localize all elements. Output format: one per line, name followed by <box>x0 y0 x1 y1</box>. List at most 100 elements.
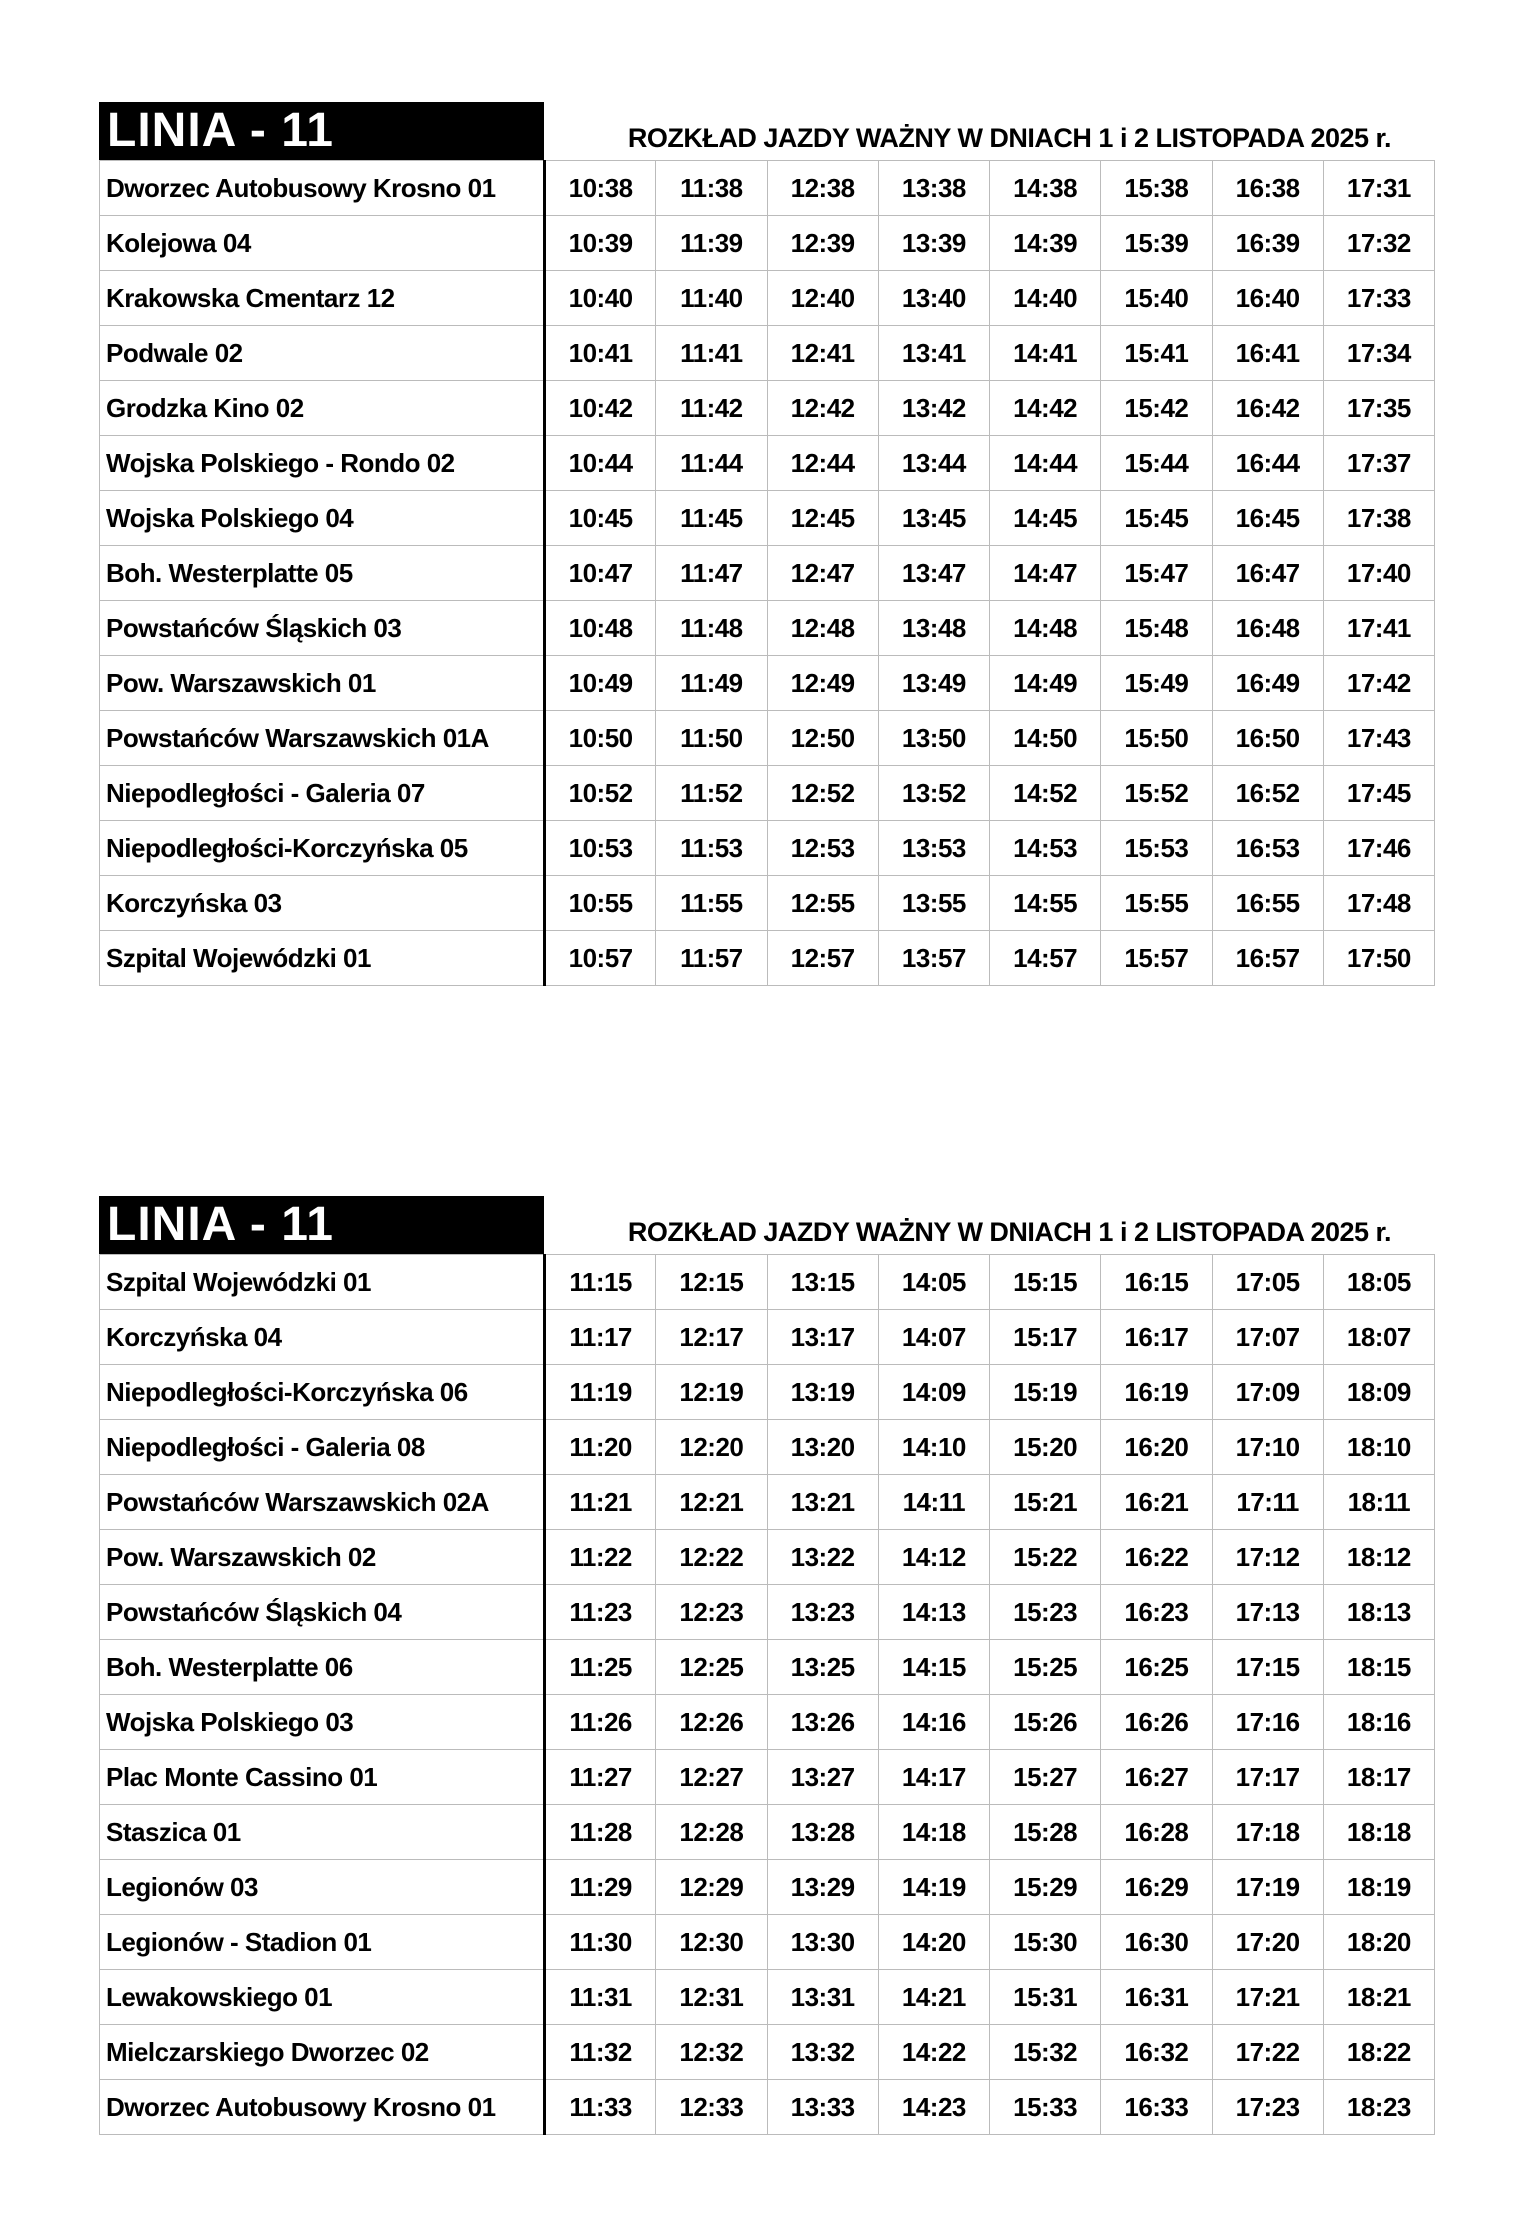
schedule-title: ROZKŁAD JAZDY WAŻNY W DNIACH 1 i 2 LISTO… <box>627 1217 1392 1247</box>
departure-time: 17:20 <box>1211 1914 1324 1970</box>
departure-time: 14:12 <box>877 1529 991 1585</box>
departure-time: 16:29 <box>1100 1859 1213 1915</box>
departure-time: 16:40 <box>1211 270 1324 326</box>
departure-time: 12:22 <box>655 1529 768 1585</box>
departure-time: 16:44 <box>1211 435 1324 491</box>
schedule-row: Dworzec Autobusowy Krosno 01 11:33 12:33 13… <box>99 2079 1436 2135</box>
departure-time: 11:19 <box>543 1364 657 1420</box>
departure-time: 12:27 <box>655 1749 768 1805</box>
schedule-row: Szpital Wojewódzki 01 10:57 11:57 12:57 13:5… <box>99 930 1436 986</box>
departure-time: 17:35 <box>1322 380 1436 436</box>
departure-time: 15:32 <box>988 2024 1102 2080</box>
departure-time: 17:11 <box>1211 1474 1324 1530</box>
departure-time: 11:57 <box>655 930 768 986</box>
departure-time: 11:38 <box>655 160 768 216</box>
departure-time: 16:27 <box>1100 1749 1213 1805</box>
departure-time: 11:47 <box>655 545 768 601</box>
departure-time: 15:31 <box>988 1969 1102 2025</box>
departure-time: 18:21 <box>1322 1969 1436 2025</box>
line-label: LINIA - 11 <box>99 102 544 160</box>
departure-time: 14:20 <box>877 1914 991 1970</box>
schedule-row: Powstańców Warszawskich 02A 11:21 12:21 13:… <box>99 1474 1436 1530</box>
schedule-row: Podwale 02 10:41 11:41 12:41 13:41 14:41 15:41… <box>99 325 1436 381</box>
departure-time: 14:47 <box>988 545 1102 601</box>
stop-name: Grodzka Kino 02 <box>99 380 546 436</box>
departure-time: 13:55 <box>877 875 991 931</box>
departure-time: 17:41 <box>1322 600 1436 656</box>
departure-time: 16:20 <box>1100 1419 1213 1475</box>
schedule-title: ROZKŁAD JAZDY WAŻNY W DNIACH 1 i 2 LISTO… <box>627 123 1392 153</box>
departure-time: 13:39 <box>877 215 991 271</box>
departure-time: 12:53 <box>766 820 879 876</box>
departure-time: 16:15 <box>1100 1254 1213 1310</box>
departure-time: 12:25 <box>655 1639 768 1695</box>
schedule-row: Dworzec Autobusowy Krosno 01 10:38 11:38 12… <box>99 160 1436 216</box>
departure-time: 13:41 <box>877 325 991 381</box>
departure-time: 13:30 <box>766 1914 879 1970</box>
departure-time: 18:16 <box>1322 1694 1436 1750</box>
departure-time: 15:50 <box>1100 710 1213 766</box>
departure-time: 17:40 <box>1322 545 1436 601</box>
departure-time: 18:13 <box>1322 1584 1436 1640</box>
departure-time: 17:10 <box>1211 1419 1324 1475</box>
departure-time: 11:17 <box>543 1309 657 1365</box>
departure-time: 11:49 <box>655 655 768 711</box>
stop-name: Legionów 03 <box>99 1859 546 1915</box>
departure-time: 10:48 <box>543 600 657 656</box>
stop-name: Wojska Polskiego 03 <box>99 1694 546 1750</box>
departure-time: 14:23 <box>877 2079 991 2135</box>
departure-time: 16:23 <box>1100 1584 1213 1640</box>
schedule-row: Staszica 01 11:28 12:28 13:28 14:18 15:28 16:2… <box>99 1804 1436 1860</box>
stop-name: Szpital Wojewódzki 01 <box>99 930 546 986</box>
departure-time: 14:39 <box>988 215 1102 271</box>
departure-time: 13:31 <box>766 1969 879 2025</box>
departure-time: 10:55 <box>543 875 657 931</box>
departure-time: 13:49 <box>877 655 991 711</box>
departure-time: 17:05 <box>1211 1254 1324 1310</box>
departure-time: 15:53 <box>1100 820 1213 876</box>
departure-time: 17:22 <box>1211 2024 1324 2080</box>
schedule-row: Kolejowa 04 10:39 11:39 12:39 13:39 14:39 15:3… <box>99 215 1436 271</box>
departure-time: 15:20 <box>988 1419 1102 1475</box>
departure-time: 17:38 <box>1322 490 1436 546</box>
departure-time: 11:52 <box>655 765 768 821</box>
departure-time: 12:39 <box>766 215 879 271</box>
departure-time: 17:50 <box>1322 930 1436 986</box>
departure-time: 11:45 <box>655 490 768 546</box>
departure-time: 12:21 <box>655 1474 768 1530</box>
departure-time: 13:33 <box>766 2079 879 2135</box>
departure-time: 17:46 <box>1322 820 1436 876</box>
departure-time: 16:38 <box>1211 160 1324 216</box>
departure-time: 16:55 <box>1211 875 1324 931</box>
stop-name: Podwale 02 <box>99 325 546 381</box>
departure-time: 11:53 <box>655 820 768 876</box>
departure-time: 14:52 <box>988 765 1102 821</box>
departure-time: 17:18 <box>1211 1804 1324 1860</box>
departure-time: 15:22 <box>988 1529 1102 1585</box>
departure-time: 11:15 <box>543 1254 657 1310</box>
departure-time: 14:11 <box>877 1474 991 1530</box>
departure-time: 15:45 <box>1100 490 1213 546</box>
stop-name: Pow. Warszawskich 02 <box>99 1529 546 1585</box>
departure-time: 15:33 <box>988 2079 1102 2135</box>
departure-time: 11:26 <box>543 1694 657 1750</box>
schedule-row: Powstańców Śląskich 04 11:23 12:23 13:23 14:… <box>99 1584 1436 1640</box>
departure-time: 12:52 <box>766 765 879 821</box>
schedule-row: Krakowska Cmentarz 12 10:40 11:40 12:40 13:4… <box>99 270 1436 326</box>
stop-name: Powstańców Śląskich 03 <box>99 600 546 656</box>
departure-time: 12:50 <box>766 710 879 766</box>
schedule-row: Niepodległości-Korczyńska 06 11:19 12:19 13… <box>99 1364 1436 1420</box>
departure-time: 15:25 <box>988 1639 1102 1695</box>
departure-time: 12:29 <box>655 1859 768 1915</box>
departure-time: 15:49 <box>1100 655 1213 711</box>
departure-time: 16:33 <box>1100 2079 1213 2135</box>
stop-name: Niepodległości - Galeria 07 <box>99 765 546 821</box>
departure-time: 13:23 <box>766 1584 879 1640</box>
schedule-row: Szpital Wojewódzki 01 11:15 12:15 13:15 14:0… <box>99 1254 1436 1310</box>
departure-time: 13:17 <box>766 1309 879 1365</box>
departure-time: 17:12 <box>1211 1529 1324 1585</box>
departure-time: 17:21 <box>1211 1969 1324 2025</box>
departure-time: 17:15 <box>1211 1639 1324 1695</box>
departure-time: 12:30 <box>655 1914 768 1970</box>
